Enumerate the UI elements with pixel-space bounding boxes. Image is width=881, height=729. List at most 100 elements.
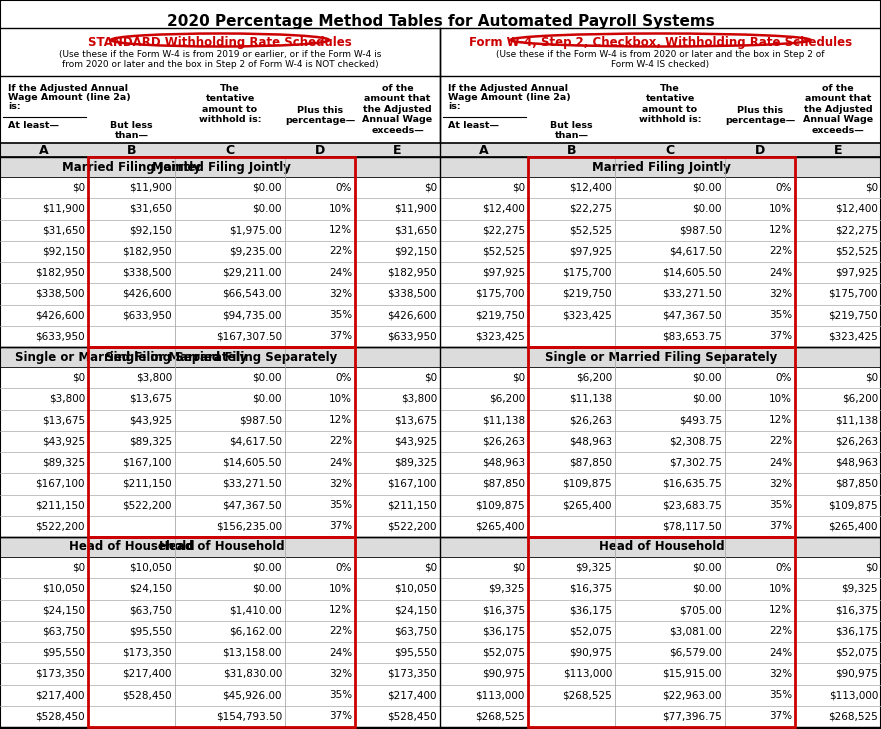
Text: $0.00: $0.00 bbox=[253, 394, 282, 404]
Text: of the
amount that
the Adjusted
Annual Wage
exceeds—: of the amount that the Adjusted Annual W… bbox=[362, 84, 433, 135]
Text: If the Adjusted Annual: If the Adjusted Annual bbox=[8, 84, 128, 93]
Text: $97,925: $97,925 bbox=[569, 246, 612, 257]
Text: $268,525: $268,525 bbox=[828, 712, 878, 722]
Text: Form W-4, Step 2, Checkbox, Withholding Rate Schedules: Form W-4, Step 2, Checkbox, Withholding … bbox=[469, 36, 852, 49]
Text: $52,525: $52,525 bbox=[569, 225, 612, 235]
Text: $219,750: $219,750 bbox=[828, 310, 878, 320]
Text: 24%: 24% bbox=[329, 458, 352, 467]
Text: $173,350: $173,350 bbox=[122, 647, 172, 658]
Text: $217,400: $217,400 bbox=[35, 690, 85, 700]
Text: $52,525: $52,525 bbox=[835, 246, 878, 257]
Bar bbox=[0, 537, 881, 557]
Text: 37%: 37% bbox=[769, 712, 792, 722]
Text: $175,700: $175,700 bbox=[476, 289, 525, 299]
Text: $92,150: $92,150 bbox=[394, 246, 437, 257]
Text: Plus this
percentage—: Plus this percentage— bbox=[285, 106, 355, 125]
Text: $528,450: $528,450 bbox=[388, 712, 437, 722]
Text: 0%: 0% bbox=[775, 373, 792, 383]
Text: $528,450: $528,450 bbox=[122, 690, 172, 700]
Text: $0.00: $0.00 bbox=[692, 394, 722, 404]
Text: $173,350: $173,350 bbox=[388, 669, 437, 679]
Text: $23,683.75: $23,683.75 bbox=[663, 500, 722, 510]
Text: Married Filing Jointly: Married Filing Jointly bbox=[592, 160, 731, 174]
Text: $48,963: $48,963 bbox=[569, 437, 612, 446]
Text: $83,653.75: $83,653.75 bbox=[663, 332, 722, 341]
Text: Plus this
percentage—: Plus this percentage— bbox=[725, 106, 796, 125]
Bar bbox=[88, 537, 355, 727]
Text: $265,400: $265,400 bbox=[562, 500, 612, 510]
Text: $47,367.50: $47,367.50 bbox=[222, 500, 282, 510]
Text: $109,875: $109,875 bbox=[476, 500, 525, 510]
Text: 22%: 22% bbox=[329, 246, 352, 257]
Bar bbox=[0, 347, 881, 367]
Text: $3,800: $3,800 bbox=[48, 394, 85, 404]
Text: 12%: 12% bbox=[329, 605, 352, 615]
Text: $633,950: $633,950 bbox=[122, 310, 172, 320]
Text: $338,500: $338,500 bbox=[122, 268, 172, 278]
Text: The
tentative
amount to
withhold is:: The tentative amount to withhold is: bbox=[639, 84, 701, 124]
Text: $43,925: $43,925 bbox=[129, 415, 172, 425]
Text: $0.00: $0.00 bbox=[692, 584, 722, 594]
Text: $265,400: $265,400 bbox=[828, 521, 878, 531]
Text: $167,100: $167,100 bbox=[35, 479, 85, 489]
Text: 10%: 10% bbox=[329, 204, 352, 214]
Text: $987.50: $987.50 bbox=[239, 415, 282, 425]
Text: $78,117.50: $78,117.50 bbox=[663, 521, 722, 531]
Text: from 2020 or later and the box in Step 2 of Form W-4 is NOT checked): from 2020 or later and the box in Step 2… bbox=[62, 60, 378, 69]
Text: $522,200: $522,200 bbox=[35, 521, 85, 531]
Text: 0%: 0% bbox=[336, 183, 352, 192]
Text: $26,263: $26,263 bbox=[835, 437, 878, 446]
Text: $268,525: $268,525 bbox=[475, 712, 525, 722]
Text: $0: $0 bbox=[865, 563, 878, 572]
Text: $211,150: $211,150 bbox=[35, 500, 85, 510]
Text: $6,162.00: $6,162.00 bbox=[229, 626, 282, 636]
Text: $90,975: $90,975 bbox=[482, 669, 525, 679]
Text: $77,396.75: $77,396.75 bbox=[663, 712, 722, 722]
Text: $0: $0 bbox=[72, 563, 85, 572]
Text: Head of Household: Head of Household bbox=[599, 540, 724, 553]
Text: $3,081.00: $3,081.00 bbox=[670, 626, 722, 636]
Bar bbox=[528, 537, 795, 727]
Text: A: A bbox=[479, 144, 489, 157]
Text: $0: $0 bbox=[512, 563, 525, 572]
Text: Married Filing Jointly: Married Filing Jointly bbox=[62, 160, 201, 174]
Text: $211,150: $211,150 bbox=[388, 500, 437, 510]
Text: E: E bbox=[833, 144, 842, 157]
Text: 24%: 24% bbox=[329, 268, 352, 278]
Text: $22,275: $22,275 bbox=[569, 204, 612, 214]
Text: $0: $0 bbox=[865, 183, 878, 192]
Text: $217,400: $217,400 bbox=[122, 669, 172, 679]
Text: $87,850: $87,850 bbox=[482, 479, 525, 489]
Text: But less
than—: But less than— bbox=[551, 121, 593, 141]
Text: $89,325: $89,325 bbox=[394, 458, 437, 467]
Text: 10%: 10% bbox=[329, 584, 352, 594]
Text: $217,400: $217,400 bbox=[388, 690, 437, 700]
Text: $4,617.50: $4,617.50 bbox=[229, 437, 282, 446]
Text: $13,158.00: $13,158.00 bbox=[223, 647, 282, 658]
Text: 35%: 35% bbox=[329, 500, 352, 510]
Text: $265,400: $265,400 bbox=[476, 521, 525, 531]
Text: $52,075: $52,075 bbox=[482, 647, 525, 658]
Text: D: D bbox=[315, 144, 325, 157]
Text: $97,925: $97,925 bbox=[835, 268, 878, 278]
Text: $47,367.50: $47,367.50 bbox=[663, 310, 722, 320]
Text: $87,850: $87,850 bbox=[569, 458, 612, 467]
Bar bbox=[528, 347, 795, 537]
Text: $0: $0 bbox=[424, 563, 437, 572]
Text: 12%: 12% bbox=[769, 225, 792, 235]
Text: 0%: 0% bbox=[336, 563, 352, 572]
Text: $0.00: $0.00 bbox=[692, 373, 722, 383]
Text: $16,375: $16,375 bbox=[835, 605, 878, 615]
Text: 35%: 35% bbox=[769, 500, 792, 510]
Text: C: C bbox=[226, 144, 234, 157]
Text: $522,200: $522,200 bbox=[388, 521, 437, 531]
Text: $52,075: $52,075 bbox=[835, 647, 878, 658]
Text: $90,975: $90,975 bbox=[835, 669, 878, 679]
Text: $109,875: $109,875 bbox=[828, 500, 878, 510]
Text: $13,675: $13,675 bbox=[394, 415, 437, 425]
Text: 32%: 32% bbox=[329, 479, 352, 489]
Text: E: E bbox=[393, 144, 402, 157]
Text: $156,235.00: $156,235.00 bbox=[216, 521, 282, 531]
Text: $36,175: $36,175 bbox=[482, 626, 525, 636]
Text: $633,950: $633,950 bbox=[35, 332, 85, 341]
